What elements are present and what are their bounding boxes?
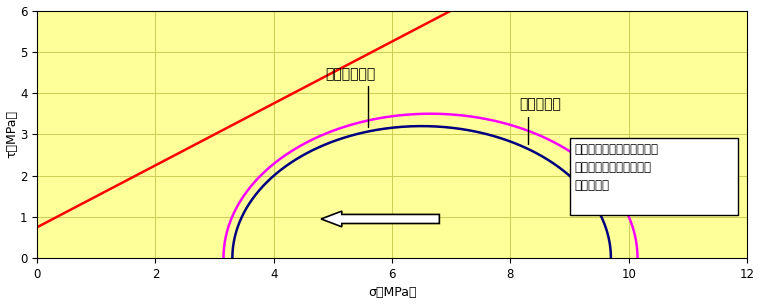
Text: 有効応力解析: 有効応力解析: [325, 67, 375, 127]
Text: 間隙水圧の分だけ有効応力
が減少し、局所安全率が
低下する。: 間隙水圧の分だけ有効応力 が減少し、局所安全率が 低下する。: [575, 143, 658, 192]
Text: 全応力解析: 全応力解析: [519, 98, 561, 144]
FancyBboxPatch shape: [569, 138, 738, 215]
X-axis label: σ（MPa）: σ（MPa）: [368, 286, 416, 300]
FancyArrow shape: [321, 211, 439, 227]
Y-axis label: τ（MPa）: τ（MPa）: [5, 110, 18, 158]
